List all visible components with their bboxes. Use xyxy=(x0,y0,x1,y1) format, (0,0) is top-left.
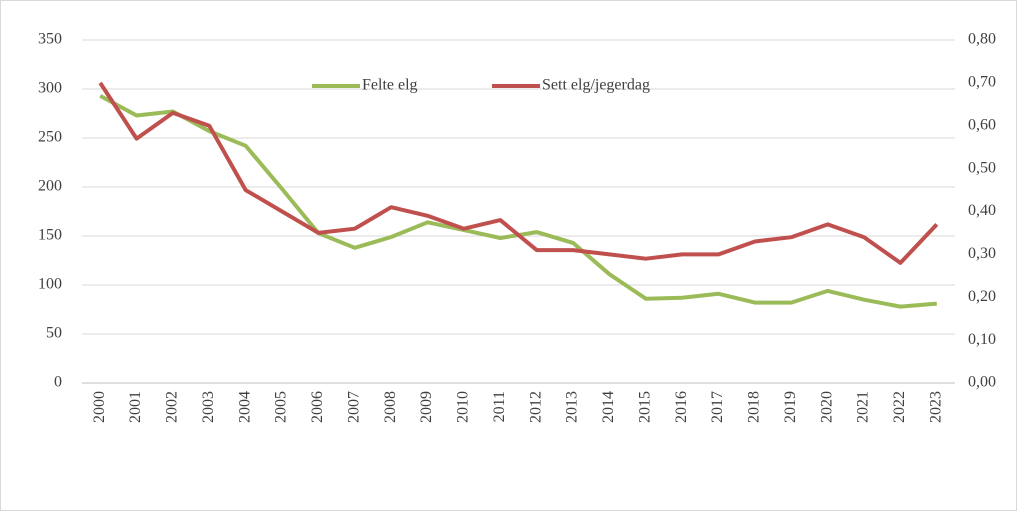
x-tick-label: 2006 xyxy=(309,391,326,423)
x-tick-label: 2007 xyxy=(345,391,362,423)
x-tick-label: 2005 xyxy=(273,391,290,423)
y2-tick-label: 0,10 xyxy=(968,331,996,348)
y2-tick-label: 0,70 xyxy=(968,74,996,91)
y-tick-label: 0 xyxy=(54,374,62,391)
y2-tick-label: 0,50 xyxy=(968,159,996,176)
legend-label: Felte elg xyxy=(362,77,418,94)
y2-tick-label: 0,40 xyxy=(968,202,996,219)
legend-label: Sett elg/jegerdag xyxy=(542,77,650,94)
y-tick-label: 200 xyxy=(38,178,62,195)
y2-tick-label: 0,00 xyxy=(968,374,996,391)
x-tick-label: 2022 xyxy=(891,391,908,423)
x-tick-label: 2009 xyxy=(418,391,435,423)
x-tick-label: 2018 xyxy=(746,391,763,423)
x-tick-label: 2023 xyxy=(927,391,944,423)
x-tick-label: 2017 xyxy=(709,391,726,423)
y2-tick-label: 0,80 xyxy=(968,31,996,48)
x-tick-label: 2019 xyxy=(782,391,799,423)
y2-tick-label: 0,60 xyxy=(968,116,996,133)
x-tick-label: 2001 xyxy=(127,391,144,423)
x-tick-label: 2016 xyxy=(673,391,690,423)
y2-tick-label: 0,20 xyxy=(968,288,996,305)
x-tick-label: 2011 xyxy=(491,391,508,422)
x-tick-label: 2012 xyxy=(527,391,544,423)
y-tick-label: 350 xyxy=(38,31,62,48)
y-tick-label: 50 xyxy=(46,325,62,342)
x-tick-label: 2014 xyxy=(600,391,617,423)
x-tick-label: 2004 xyxy=(236,391,253,423)
y2-tick-label: 0,30 xyxy=(968,245,996,262)
x-tick-label: 2021 xyxy=(855,391,872,423)
x-tick-label: 2008 xyxy=(382,391,399,423)
x-tick-label: 2002 xyxy=(164,391,181,423)
x-tick-label: 2013 xyxy=(564,391,581,423)
x-tick-label: 2020 xyxy=(818,391,835,423)
y-tick-label: 250 xyxy=(38,129,62,146)
y-tick-label: 300 xyxy=(38,80,62,97)
y-tick-label: 100 xyxy=(38,276,62,293)
y-tick-label: 150 xyxy=(38,227,62,244)
x-tick-label: 2010 xyxy=(455,391,472,423)
x-tick-label: 2003 xyxy=(200,391,217,423)
x-tick-label: 2000 xyxy=(91,391,108,423)
series-line xyxy=(98,81,939,265)
x-tick-label: 2015 xyxy=(636,391,653,423)
